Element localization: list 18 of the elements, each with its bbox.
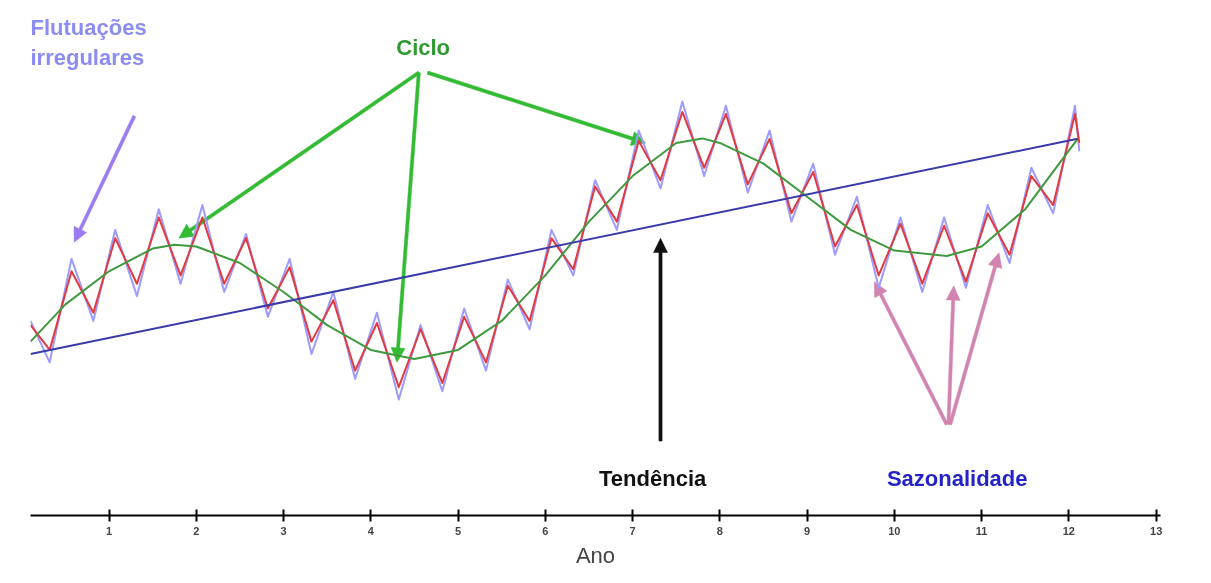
x-axis-title: Ano: [575, 542, 616, 568]
x-tick-label: 12: [1062, 524, 1076, 537]
x-tick-label: 3: [280, 524, 287, 537]
x-tick-label: 4: [367, 524, 375, 537]
x-tick-label: 10: [888, 524, 901, 537]
x-tick-label: 5: [455, 524, 462, 537]
x-tick-label: 1: [105, 524, 113, 537]
x-tick-label: 13: [1150, 524, 1163, 537]
x-tick-label: 11: [975, 524, 988, 537]
text: Ciclo: [396, 35, 451, 61]
text: Flutuações irregulares: [30, 14, 147, 70]
annotation: Sazonalidade: [886, 465, 1028, 491]
x-tick-label: 8: [716, 524, 723, 537]
annotation: Tendência: [599, 465, 708, 491]
x-tick-label: 2: [193, 524, 200, 537]
x-tick-label: 6: [542, 524, 549, 537]
x-tick-label: 7: [629, 524, 636, 537]
x-tick-label: 9: [804, 524, 811, 537]
